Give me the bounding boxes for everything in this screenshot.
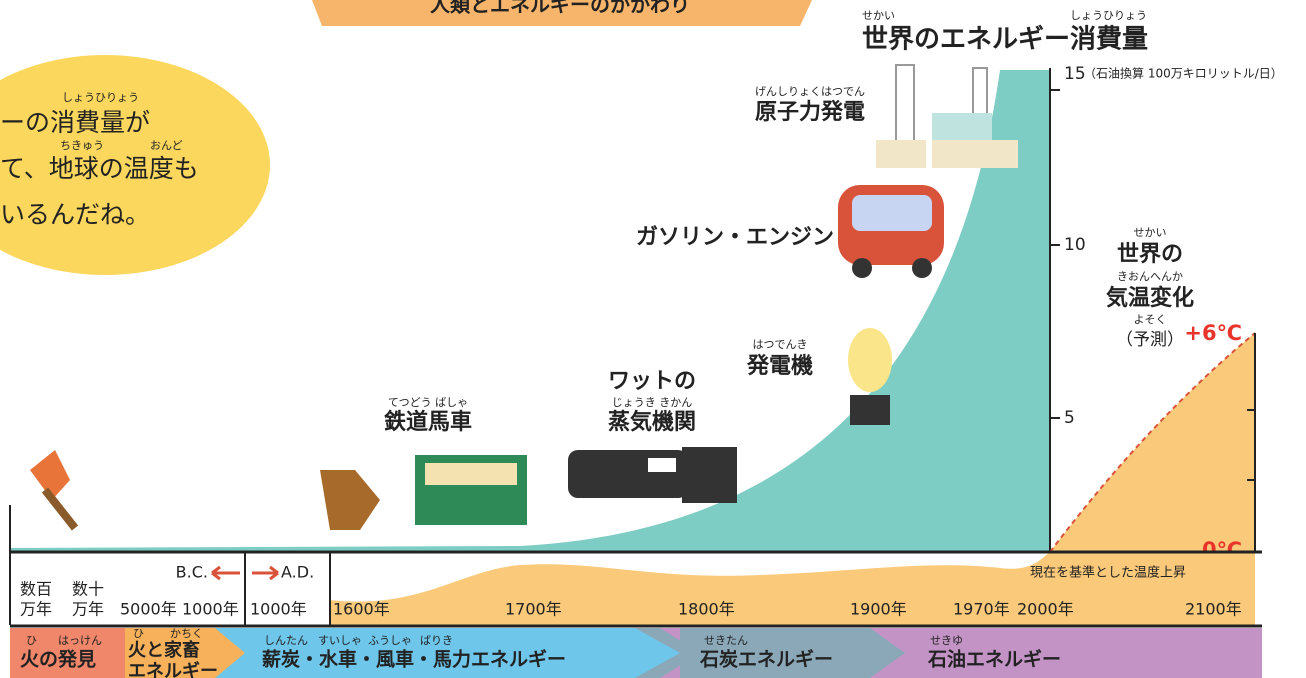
ruby: しょうひりょう [62, 91, 139, 104]
milestone: 原子力発電 [755, 100, 865, 125]
ruby: せかい [862, 9, 895, 22]
title-banner [312, 0, 812, 26]
ruby: ひ [133, 627, 144, 640]
temperature-area [1050, 333, 1255, 552]
consumption-area [10, 70, 1050, 552]
time-label: 1000年 [182, 600, 239, 619]
consumption-title: 世界のエネルギー消費量 [862, 25, 1148, 55]
temperature-title: 世界の [1117, 242, 1183, 267]
era-label: 火の発見 [20, 648, 96, 671]
note: （予測） [1116, 330, 1184, 350]
era-label: エネルギー [128, 661, 218, 678]
ruby: せかい [1134, 226, 1167, 239]
time-label: 1900年 [850, 600, 907, 619]
time-label: 1970年 [953, 600, 1010, 619]
ruby: げんしりょくはつでん [755, 85, 865, 98]
ruby: きおんへんか [1117, 270, 1183, 283]
era-label: 石炭エネルギー [699, 649, 833, 671]
milestone: 蒸気機関 [608, 409, 696, 435]
temperature-line [1049, 332, 1256, 553]
temperature-history [330, 552, 1255, 625]
time-label: 2000年 [1017, 600, 1074, 619]
bubble-line: て、地球の温度も [0, 154, 199, 183]
title: 人類とエネルギーのかかわり [430, 0, 690, 17]
timeline-labels: 数百 万年 数十 万年 5000年 1000年 1000年 1600年 1700… [20, 580, 1242, 619]
illustrations [30, 64, 1018, 531]
time-label: 万年 [72, 600, 104, 619]
temperature-top: +6℃ [1184, 321, 1242, 345]
time-label: 数十 [72, 580, 104, 599]
arrow [211, 565, 240, 581]
era-label: 火と家畜 [128, 639, 200, 661]
ruby: すいしゃ [318, 634, 362, 647]
temperature-title: 気温変化 [1106, 285, 1194, 311]
era [10, 628, 125, 678]
time-label: 1600年 [333, 600, 390, 619]
ruby: せきたん [704, 634, 748, 647]
ruby: しんたん [264, 634, 308, 647]
era-label: 薪炭・水車・風車・馬力エネルギー [262, 648, 566, 671]
era [680, 628, 905, 678]
ruby: じょうき きかん [612, 396, 693, 409]
time-label: 万年 [20, 600, 52, 619]
ruby: ちきゅう [60, 139, 104, 152]
unit: （石油換算 100万キロリットル/日） [1084, 66, 1283, 81]
tick-label: 10 [1064, 235, 1086, 255]
tick-label: 5 [1064, 408, 1075, 428]
time-label: 1000年 [250, 600, 307, 619]
arrow [252, 565, 279, 581]
ruby: おんど [150, 139, 183, 152]
tick-label: 15 [1064, 64, 1086, 84]
caption: 現在を基準とした温度上昇 [1030, 565, 1186, 581]
time-label: 1800年 [678, 600, 735, 619]
ruby: かちく [170, 627, 203, 640]
ruby: はつでんき [753, 338, 808, 351]
ad: A.D. [281, 563, 314, 582]
ruby: せきゆ [930, 634, 963, 647]
ruby: てつどう ばしゃ [388, 396, 468, 409]
time-label: 数百 [20, 580, 52, 599]
ruby: ばりき [420, 634, 453, 647]
time-label: 2100年 [1185, 600, 1242, 619]
ruby: ふうしゃ [368, 634, 412, 647]
bubble-line: ーの消費量が [0, 108, 150, 137]
era-label: 石油エネルギー [927, 649, 1061, 671]
milestone: 発電機 [746, 354, 813, 379]
speech-bubble [0, 55, 270, 275]
time-label: 5000年 [120, 600, 177, 619]
ruby: はっけん [58, 634, 102, 647]
milestone: 鉄道馬車 [384, 409, 472, 435]
milestone: ガソリン・エンジン [636, 225, 834, 250]
bubble-line: いるんだね。 [0, 200, 150, 229]
bc: B.C. [176, 563, 208, 582]
ruby: ひ [26, 634, 37, 647]
milestone: ワットの [608, 369, 696, 394]
time-label: 1700年 [505, 600, 562, 619]
ruby: しょうひりょう [1070, 9, 1147, 22]
ruby: よそく [1134, 313, 1167, 326]
